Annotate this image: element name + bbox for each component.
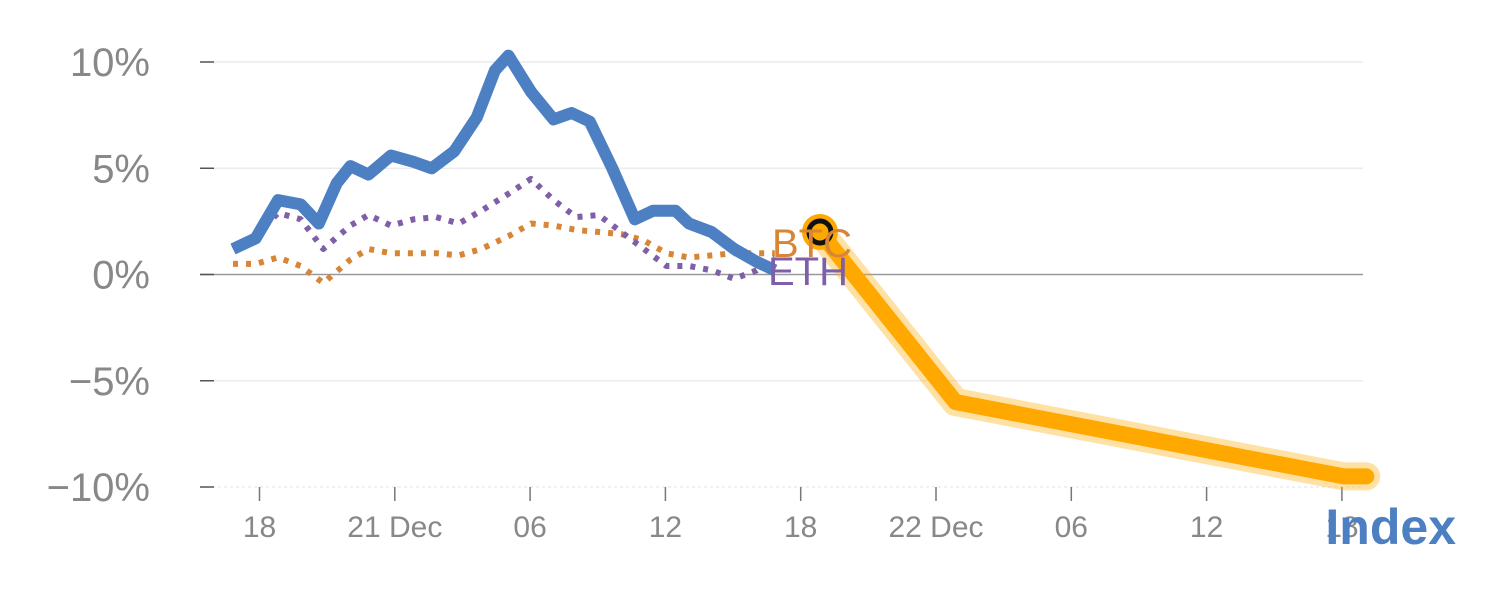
current-point-marker[interactable]	[806, 218, 834, 246]
y-tick-label-2: 0%	[92, 254, 150, 298]
x-tick-label-2: 06	[513, 511, 546, 544]
grid-layer	[200, 61, 1363, 488]
series-btc-highlight-glow	[805, 218, 1381, 491]
x-tick-label-6: 06	[1055, 511, 1088, 544]
series-label-btc: BTC	[772, 222, 852, 266]
series-btc-line	[233, 220, 775, 286]
y-tick-label-1: 5%	[92, 147, 150, 191]
x-tick-label-8: 18	[1325, 511, 1358, 544]
index-brand-label: Index	[1325, 499, 1456, 555]
x-tick-label-5: 22 Dec	[888, 511, 983, 544]
series-layer	[230, 49, 1381, 491]
x-tick-label-3: 12	[649, 511, 682, 544]
x-axis: 18 21 Dec 06 12 18 22 Dec 06 12 18	[243, 487, 1359, 544]
series-eth-line	[231, 175, 777, 282]
series-index-line	[230, 49, 778, 276]
x-tick-label-4: 18	[784, 511, 817, 544]
x-tick-label-7: 12	[1190, 511, 1223, 544]
x-tick-label-0: 18	[243, 511, 276, 544]
y-axis-labels: 10% 5% 0% −5% −10%	[47, 41, 150, 510]
marker-layer	[801, 214, 838, 250]
y-tick-label-3: −5%	[69, 360, 150, 404]
y-tick-label-0: 10%	[70, 41, 150, 85]
x-tick-label-1: 21 Dec	[347, 511, 442, 544]
series-label-eth: ETH	[768, 250, 848, 294]
y-tick-label-4: −10%	[47, 466, 150, 510]
series-btc-highlight-line	[811, 224, 1375, 485]
